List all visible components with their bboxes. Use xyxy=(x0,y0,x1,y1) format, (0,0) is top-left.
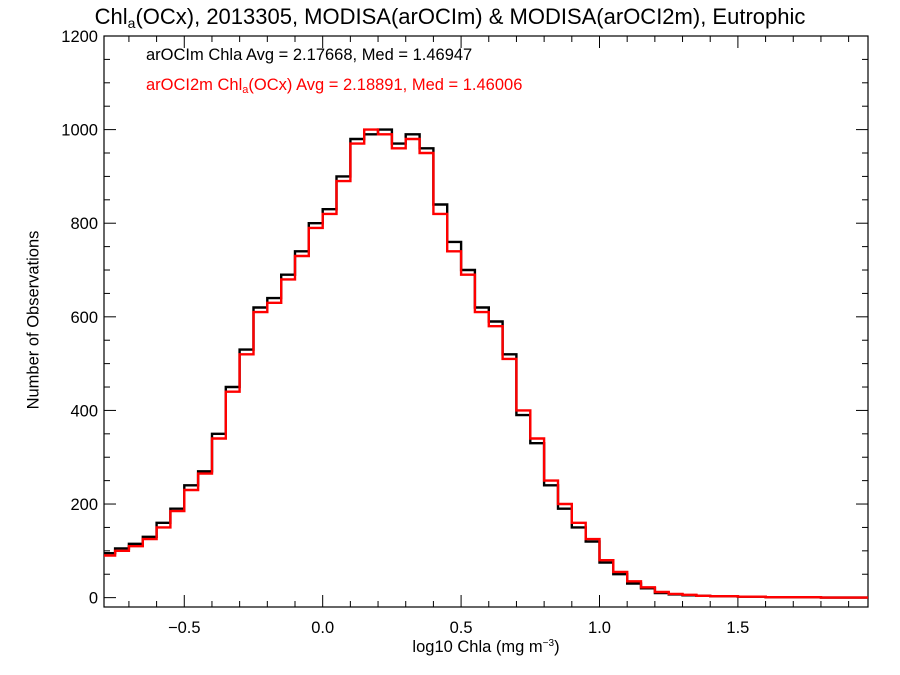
y-tick-label: 400 xyxy=(70,402,98,420)
y-axis-label: Number of Observations xyxy=(24,230,43,410)
x-tick-label: 0.0 xyxy=(311,619,334,637)
y-tick-label: 600 xyxy=(70,309,98,327)
y-tick-label: 800 xyxy=(70,215,98,233)
x-axis-label: log10 Chla (mg m−3) xyxy=(412,638,560,656)
series-group xyxy=(104,128,868,599)
x-tick-label: −0.5 xyxy=(168,619,201,637)
y-tick-label: 1200 xyxy=(61,28,98,46)
x-tick-label: 0.5 xyxy=(450,619,473,637)
axis-ticks: −0.5 0.0 0.5 1.0 1.5 0 200 400 600 800 1000 1200 xyxy=(61,28,868,637)
series-line-red xyxy=(104,128,868,599)
x-tick-label: 1.0 xyxy=(588,619,611,637)
y-tick-label: 200 xyxy=(70,496,98,514)
legend-entry-black: arOCIm Chla Avg = 2.17668, Med = 1.46947 xyxy=(146,46,473,64)
legend-entry-red: arOCI2m Chla(OCx) Avg = 2.18891, Med = 1… xyxy=(146,76,523,96)
y-tick-label: 0 xyxy=(89,590,98,608)
x-tick-label: 1.5 xyxy=(726,619,749,637)
y-tick-label: 1000 xyxy=(61,122,98,140)
plot-frame xyxy=(103,35,869,608)
series-line-black xyxy=(104,128,868,599)
chart-title: Chla(OCx), 2013305, MODISA(arOCIm) & MOD… xyxy=(94,4,806,31)
